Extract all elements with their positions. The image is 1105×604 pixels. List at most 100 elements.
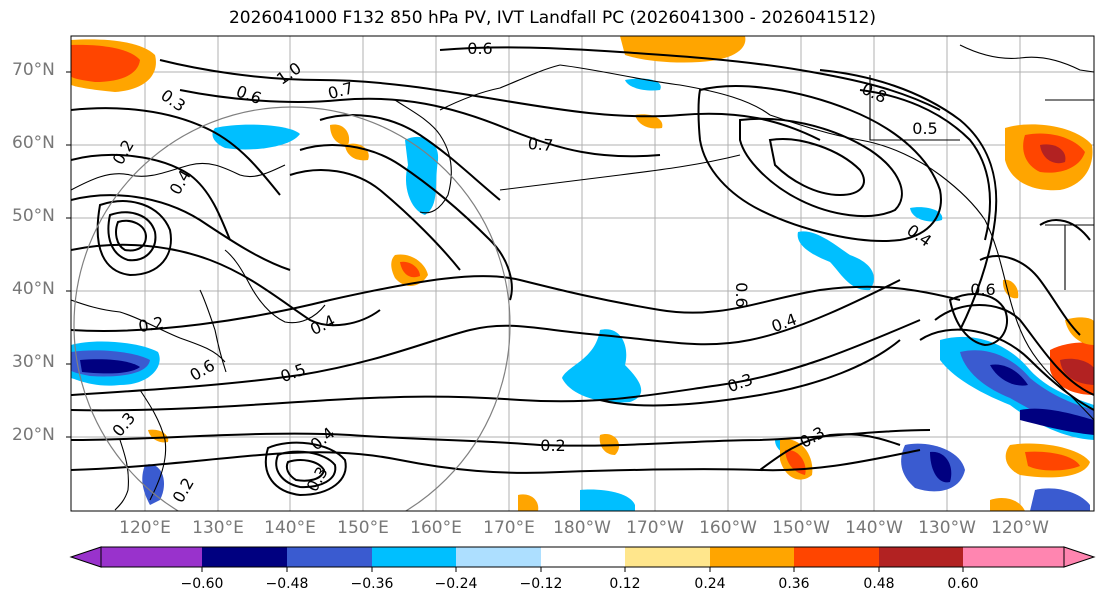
colorbar-tick-label: 0.60 — [947, 576, 979, 592]
contour-line — [71, 279, 901, 396]
contour-line — [71, 194, 291, 271]
contour-line — [439, 46, 941, 111]
contour-label: 0.2 — [540, 436, 565, 455]
shade-neg — [1030, 488, 1090, 511]
colorbar-swatch — [625, 547, 710, 567]
coastline — [394, 99, 452, 214]
coastline — [959, 44, 1094, 73]
lon-label: 150°W — [772, 518, 830, 538]
lat-label: 60°N — [12, 133, 55, 153]
coastline — [199, 289, 227, 373]
colorbar-swatch — [456, 547, 541, 567]
axis-ticks — [66, 71, 71, 438]
lon-label: 130°W — [918, 518, 976, 538]
shade-neg — [142, 464, 165, 505]
contour-line — [71, 275, 961, 332]
lon-label: 130°E — [192, 518, 244, 538]
contour-line — [275, 450, 337, 489]
lon-label: 170°E — [483, 518, 535, 538]
coastline — [439, 64, 561, 111]
contour-line — [859, 89, 991, 241]
shade-pos — [330, 124, 350, 146]
shade-pos — [1065, 317, 1094, 345]
contour-line — [71, 154, 231, 241]
coastline — [114, 439, 129, 511]
contour-line — [285, 459, 326, 482]
shade-pos — [71, 44, 140, 82]
coastline — [869, 75, 960, 141]
contour-line — [264, 441, 347, 497]
contour-line — [934, 304, 1094, 396]
contour-line — [919, 328, 1094, 411]
coastline — [71, 162, 286, 191]
lon-label: 170°W — [626, 518, 684, 538]
colorbar-swatch — [710, 547, 794, 567]
colorbar-tick-label: 0.12 — [609, 576, 641, 592]
colorbar-swatch — [202, 547, 287, 567]
radius-circle — [73, 106, 511, 511]
coastline — [769, 114, 986, 221]
coastline-layer — [71, 44, 1094, 511]
contour-line — [1039, 219, 1091, 241]
shade-neg — [562, 329, 642, 403]
coastline — [559, 64, 771, 116]
colorbar-swatch — [372, 547, 456, 567]
shade-pos — [1002, 279, 1019, 299]
contour-line — [759, 433, 901, 471]
lon-label: 160°E — [410, 518, 462, 538]
shade-neg — [580, 489, 635, 511]
lon-label: 180°W — [553, 518, 611, 538]
shade-neg — [990, 364, 1028, 386]
shade-pos — [620, 36, 746, 63]
contour-label: 0.2 — [137, 313, 165, 336]
shade-pos — [1040, 144, 1066, 164]
colorbar-max-extend — [1063, 546, 1096, 568]
contour-line — [819, 69, 998, 331]
colorbar-swatch — [879, 547, 963, 567]
contour-line — [739, 117, 903, 218]
shade-pos — [1060, 358, 1094, 385]
lat-label: 70°N — [12, 60, 55, 80]
lat-label: 20°N — [12, 425, 55, 445]
contour-line — [115, 219, 148, 252]
shade-neg — [212, 124, 300, 150]
shading-layer — [71, 36, 1094, 511]
coastline — [71, 299, 226, 363]
contour-line — [71, 107, 281, 196]
contour-line — [107, 211, 157, 262]
contour-line — [599, 339, 901, 407]
shade-pos — [635, 114, 663, 129]
shade-neg — [1020, 408, 1094, 435]
lat-label: 40°N — [12, 279, 55, 299]
coastline — [139, 389, 167, 501]
lon-label: 160°W — [699, 518, 757, 538]
colorbar-swatch — [963, 547, 1064, 567]
colorbar-tick-label: −0.12 — [519, 576, 563, 592]
lon-label: 150°E — [337, 518, 389, 538]
colorbar-tick-label: −0.48 — [265, 576, 309, 592]
coastline — [1064, 389, 1094, 421]
shade-neg — [930, 451, 952, 483]
contour-line — [768, 138, 865, 197]
contour-line — [71, 449, 921, 474]
lon-label: 140°W — [845, 518, 903, 538]
contour-line — [289, 169, 461, 271]
shade-neg — [80, 359, 140, 374]
contour-layer — [71, 46, 1094, 497]
colorbar — [69, 546, 1096, 572]
shade-pos — [400, 261, 420, 278]
contour-line — [159, 59, 821, 141]
colorbar-tick-label: −0.60 — [180, 576, 224, 592]
contour-line — [299, 144, 513, 301]
coastline — [984, 219, 1066, 391]
colorbar-tick-label: −0.24 — [434, 576, 478, 592]
colorbar-swatch — [287, 547, 372, 567]
contour-line — [697, 85, 942, 242]
contour-line — [71, 319, 921, 412]
colorbar-min-extend — [69, 546, 102, 568]
contour-label: 0.7 — [527, 134, 554, 155]
shade-neg — [625, 78, 661, 91]
colorbar-tick-label: 0.48 — [863, 576, 895, 592]
lon-label: 120°E — [119, 518, 171, 538]
